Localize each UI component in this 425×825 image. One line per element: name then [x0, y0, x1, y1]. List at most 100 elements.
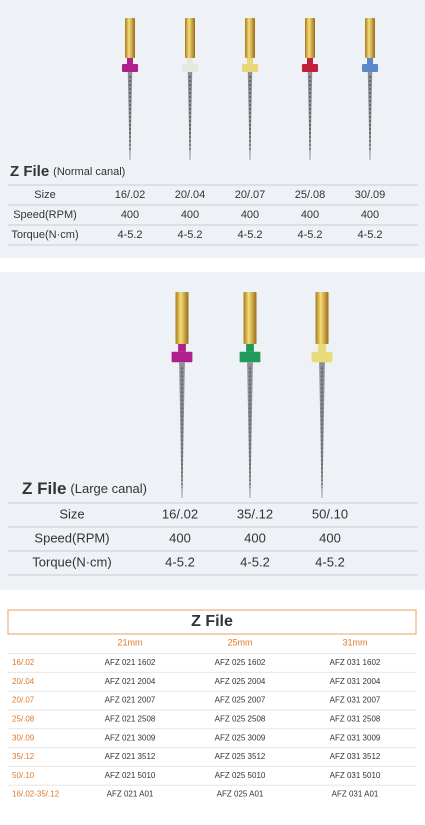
file-neck — [187, 58, 193, 64]
file-handle — [125, 18, 135, 58]
code: AFZ 021 A01 — [107, 790, 154, 799]
row-label: Size — [59, 506, 84, 521]
size-label: 30/.09 — [12, 733, 35, 742]
code-title: Z File — [191, 613, 233, 630]
col-header: 31mm — [342, 637, 367, 647]
file-neck — [318, 344, 326, 352]
cell: 30/.09 — [355, 189, 386, 201]
cell: 400 — [244, 530, 266, 545]
row-label: Speed(RPM) — [34, 530, 109, 545]
code: AFZ 021 2007 — [105, 696, 156, 705]
code: AFZ 031 2508 — [330, 715, 381, 724]
cell: 4-5.2 — [240, 554, 270, 569]
cell: 4-5.2 — [117, 229, 142, 241]
code: AFZ 031 1602 — [330, 658, 381, 667]
cell: 400 — [181, 209, 199, 221]
file-neck — [307, 58, 313, 64]
title-sub: (Large canal) — [70, 481, 147, 496]
cell: 20/.07 — [235, 189, 266, 201]
cell: 400 — [301, 209, 319, 221]
file-ring — [182, 64, 198, 72]
size-label: 16/.02-35/.12 — [12, 790, 60, 799]
row-label: Speed(RPM) — [13, 209, 77, 221]
cell: 4-5.2 — [297, 229, 322, 241]
code: AFZ 025 2508 — [215, 715, 266, 724]
row-label: Torque(N·cm) — [11, 229, 78, 241]
code: AFZ 021 1602 — [105, 658, 156, 667]
code: AFZ 031 3009 — [330, 733, 381, 742]
code: AFZ 021 2004 — [105, 677, 156, 686]
file-handle — [315, 292, 329, 344]
size-label: 20/.07 — [12, 696, 35, 705]
file-neck — [246, 344, 254, 352]
row-label: Torque(N·cm) — [32, 554, 111, 569]
code: AFZ 025 2007 — [215, 696, 266, 705]
file-ring — [302, 64, 318, 72]
file-neck — [127, 58, 133, 64]
title: Z File (Normal canal) — [10, 163, 125, 180]
cell: 4-5.2 — [237, 229, 262, 241]
cell: 25/.08 — [295, 189, 326, 201]
file-neck — [178, 344, 186, 352]
title: Z File (Large canal) — [22, 479, 147, 498]
file-ring — [242, 64, 258, 72]
file-ring — [171, 351, 193, 363]
file-blade — [319, 362, 325, 498]
code: AFZ 021 2508 — [105, 715, 156, 724]
cell: 400 — [319, 530, 341, 545]
file-ring — [239, 351, 261, 363]
code: AFZ 031 2004 — [330, 677, 381, 686]
code: AFZ 025 2004 — [215, 677, 266, 686]
title-main: Z File — [22, 479, 66, 498]
size-label: 16/.02 — [12, 658, 35, 667]
cell: 50/.10 — [312, 506, 348, 521]
cell: 4-5.2 — [165, 554, 195, 569]
file-handle — [185, 18, 195, 58]
code: AFZ 025 A01 — [217, 790, 264, 799]
cell: 400 — [361, 209, 379, 221]
cell: 400 — [241, 209, 259, 221]
panel-normal — [0, 0, 425, 258]
code: AFZ 021 3512 — [105, 752, 156, 761]
file-blade — [247, 362, 253, 498]
code: AFZ 025 5010 — [215, 771, 266, 780]
file-ring — [311, 351, 333, 363]
cell: 35/.12 — [237, 506, 273, 521]
cell: 4-5.2 — [177, 229, 202, 241]
col-header: 25mm — [227, 637, 252, 647]
panel-large — [0, 272, 425, 590]
size-label: 35/.12 — [12, 752, 35, 761]
code-title-box — [7, 609, 417, 635]
row-label: Size — [34, 189, 55, 201]
cell: 400 — [121, 209, 139, 221]
size-label: 20/.04 — [12, 677, 35, 686]
code: AFZ 025 3009 — [215, 733, 266, 742]
size-label: 25/.08 — [12, 715, 35, 724]
file-handle — [175, 292, 189, 344]
cell: 4-5.2 — [357, 229, 382, 241]
title-sub: (Normal canal) — [53, 166, 125, 178]
file-ring — [362, 64, 378, 72]
file-ring — [122, 64, 138, 72]
size-label: 50/.10 — [12, 771, 35, 780]
cell: 4-5.2 — [315, 554, 345, 569]
cell: 16/.02 — [162, 506, 198, 521]
code: AFZ 021 3009 — [105, 733, 156, 742]
code: AFZ 031 2007 — [330, 696, 381, 705]
code: AFZ 021 5010 — [105, 771, 156, 780]
code: AFZ 031 5010 — [330, 771, 381, 780]
cell: 400 — [169, 530, 191, 545]
title-main: Z File — [10, 163, 49, 180]
col-header: 21mm — [117, 637, 142, 647]
code: AFZ 025 1602 — [215, 658, 266, 667]
file-handle — [245, 18, 255, 58]
file-neck — [247, 58, 253, 64]
file-handle — [243, 292, 257, 344]
code: AFZ 031 3512 — [330, 752, 381, 761]
code: AFZ 025 3512 — [215, 752, 266, 761]
file-blade — [179, 362, 185, 498]
file-neck — [367, 58, 373, 64]
code: AFZ 031 A01 — [332, 790, 379, 799]
file-handle — [365, 18, 375, 58]
